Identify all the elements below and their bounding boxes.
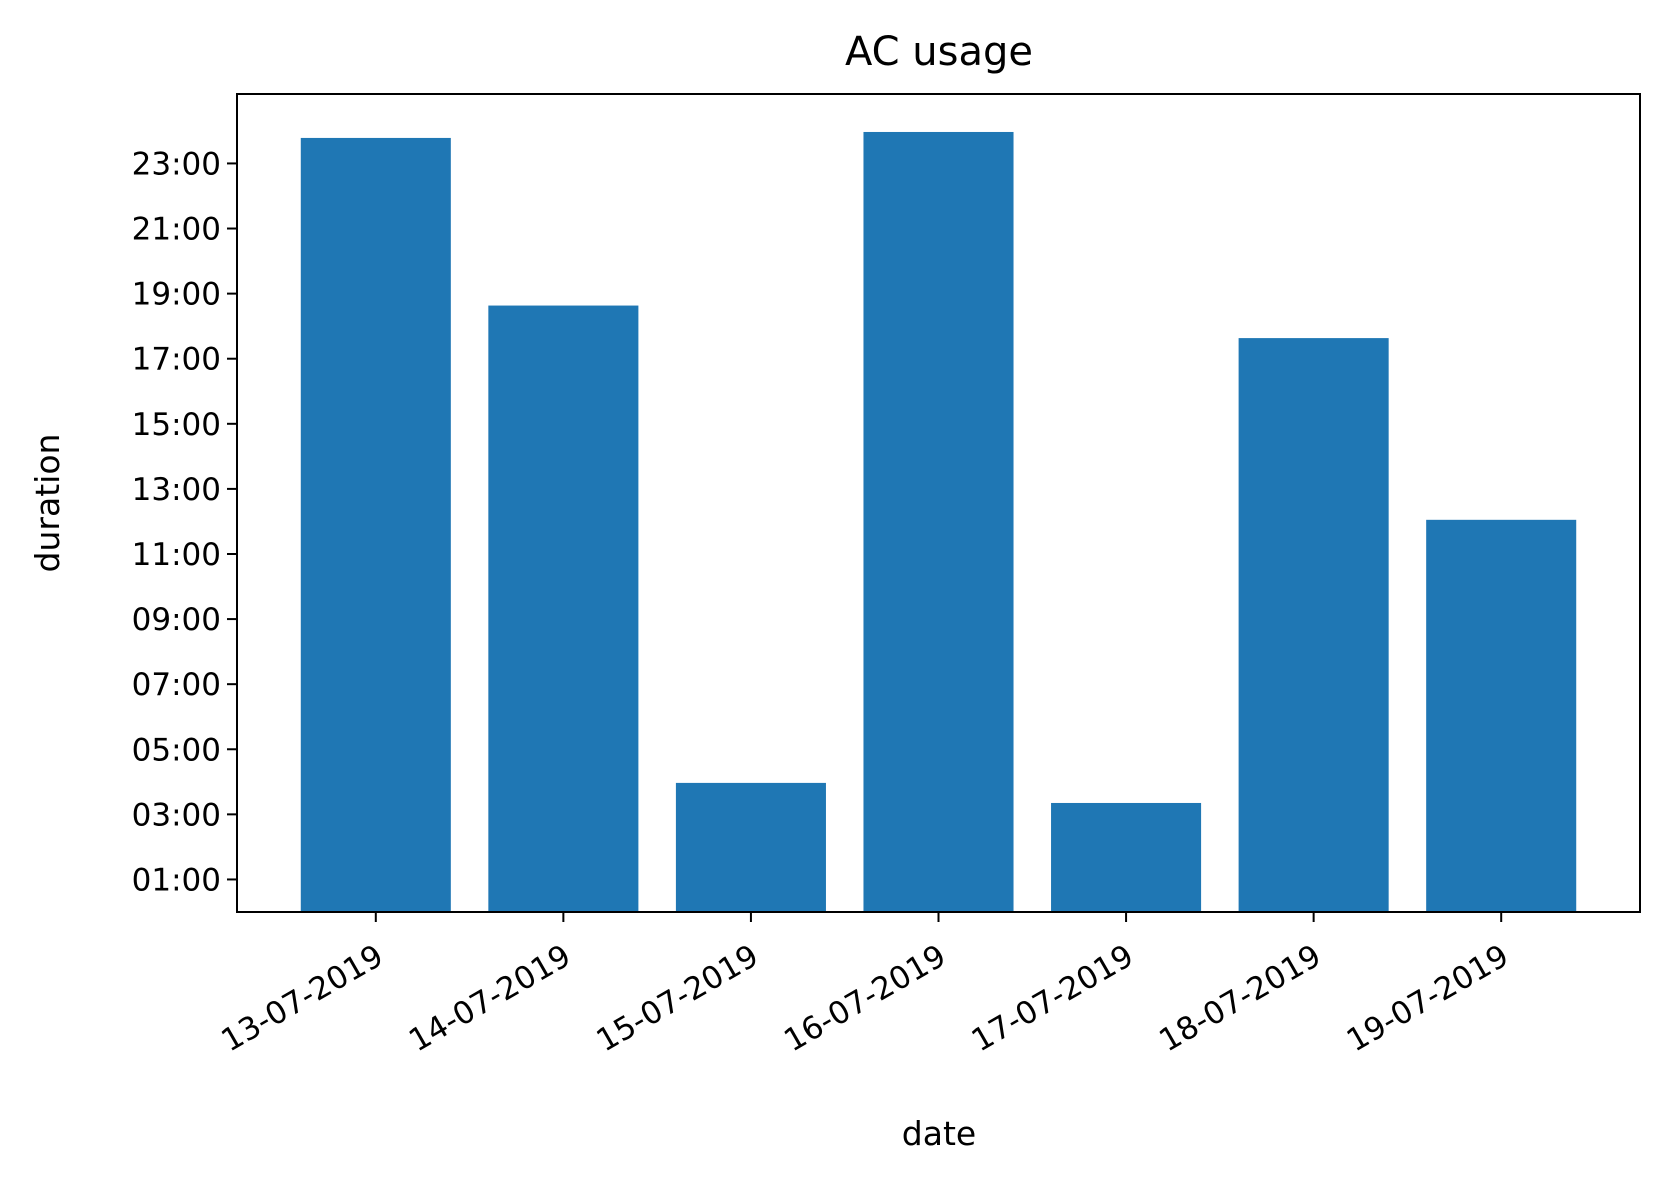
bar-13-07-2019 xyxy=(300,137,451,912)
bar-15-07-2019 xyxy=(675,782,826,912)
y-tick-label: 01:00 xyxy=(132,862,221,898)
plot-frame xyxy=(236,93,1641,913)
y-tick-label: 07:00 xyxy=(132,667,221,703)
x-axis-label: date xyxy=(902,1114,976,1153)
y-tick-label: 11:00 xyxy=(132,537,221,573)
y-axis-label: duration xyxy=(28,434,67,573)
x-tick-label: 17-07-2019 xyxy=(966,938,1140,1059)
y-axis-ticks: 01:00 03:00 05:00 07:00 09:00 11:00 13:00 15:00… xyxy=(132,146,237,898)
bar-17-07-2019 xyxy=(1051,802,1202,912)
x-tick-label: 13-07-2019 xyxy=(215,938,389,1059)
x-tick-label: 14-07-2019 xyxy=(403,938,577,1059)
y-tick-label: 09:00 xyxy=(132,602,221,638)
y-tick-label: 15:00 xyxy=(132,407,221,443)
y-tick-label: 17:00 xyxy=(132,342,221,378)
y-tick-label: 05:00 xyxy=(132,732,221,768)
x-axis-ticks: 13-07-2019 14-07-2019 15-07-2019 16-07-2019… xyxy=(215,912,1515,1059)
bar-14-07-2019 xyxy=(488,305,639,912)
y-tick-label: 21:00 xyxy=(132,212,221,248)
y-tick-label: 23:00 xyxy=(132,146,221,182)
bars-group xyxy=(300,131,1577,912)
bar-16-07-2019 xyxy=(863,131,1014,912)
x-tick-label: 15-07-2019 xyxy=(591,938,765,1059)
bar-19-07-2019 xyxy=(1426,519,1577,912)
y-tick-label: 19:00 xyxy=(132,277,221,313)
chart-title: AC usage xyxy=(845,29,1033,75)
x-tick-label: 16-07-2019 xyxy=(778,938,952,1059)
x-tick-label: 19-07-2019 xyxy=(1341,938,1515,1059)
bar-18-07-2019 xyxy=(1238,338,1389,912)
y-tick-label: 13:00 xyxy=(132,472,221,508)
x-tick-label: 18-07-2019 xyxy=(1153,938,1327,1059)
y-tick-label: 03:00 xyxy=(132,797,221,833)
